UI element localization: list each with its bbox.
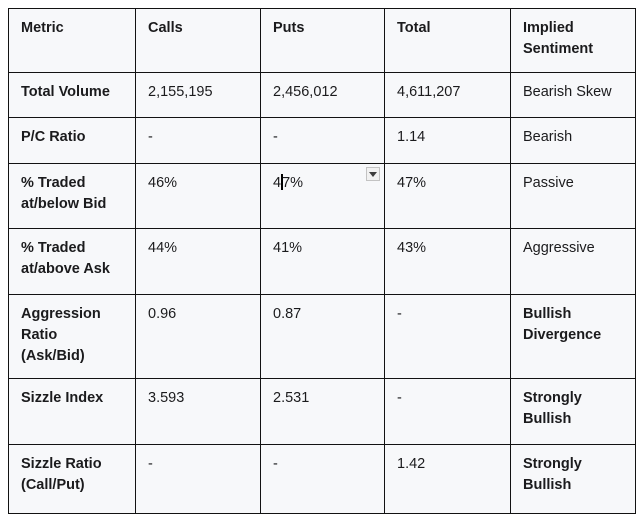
cell-total[interactable]: 43%	[384, 228, 511, 295]
cell-metric[interactable]: % Traded at/above Ask	[8, 228, 136, 295]
table-row: Sizzle Index 3.593 2.531 - Strongly Bull…	[8, 378, 636, 445]
cell-text-before-caret: 4	[273, 175, 282, 191]
table-row: Aggression Ratio (Ask/Bid) 0.96 0.87 - B…	[8, 294, 636, 379]
cell-puts[interactable]: -	[260, 117, 385, 164]
cell-total[interactable]: 47%	[384, 163, 511, 229]
cell-puts[interactable]: 2.531	[260, 378, 385, 445]
header-metric[interactable]: Metric	[8, 8, 136, 73]
cell-sentiment[interactable]: Aggressive	[510, 228, 636, 295]
cell-calls[interactable]: 44%	[135, 228, 261, 295]
cell-metric[interactable]: Sizzle Index	[8, 378, 136, 445]
cell-total[interactable]: 1.42	[384, 444, 511, 514]
cell-metric[interactable]: Sizzle Ratio (Call/Put)	[8, 444, 136, 514]
cell-calls[interactable]: 0.96	[135, 294, 261, 379]
cell-total[interactable]: -	[384, 294, 511, 379]
cell-sentiment[interactable]: Bullish Divergence	[510, 294, 636, 379]
cell-metric[interactable]: Total Volume	[8, 72, 136, 118]
cell-puts[interactable]: 41%	[260, 228, 385, 295]
cell-sentiment[interactable]: Bearish Skew	[510, 72, 636, 118]
cell-calls[interactable]: -	[135, 444, 261, 514]
cell-calls[interactable]: 2,155,195	[135, 72, 261, 118]
text-caret	[281, 174, 284, 190]
cell-metric[interactable]: P/C Ratio	[8, 117, 136, 164]
cell-sentiment[interactable]: Strongly Bullish	[510, 378, 636, 445]
cell-dropdown-button[interactable]	[366, 167, 380, 181]
header-calls[interactable]: Calls	[135, 8, 261, 73]
table-header-row: Metric Calls Puts Total Implied Sentimen…	[8, 8, 636, 73]
header-total[interactable]: Total	[384, 8, 511, 73]
table-row: % Traded at/above Ask 44% 41% 43% Aggres…	[8, 228, 636, 295]
table-row: P/C Ratio - - 1.14 Bearish	[8, 117, 636, 164]
cell-metric[interactable]: % Traded at/below Bid	[8, 163, 136, 229]
cell-puts[interactable]: -	[260, 444, 385, 514]
table-row: % Traded at/below Bid 46% 47% 47% Passiv…	[8, 163, 636, 229]
cell-total[interactable]: 1.14	[384, 117, 511, 164]
cell-puts[interactable]: 2,456,012	[260, 72, 385, 118]
cell-calls[interactable]: 46%	[135, 163, 261, 229]
cell-puts[interactable]: 0.87	[260, 294, 385, 379]
cell-calls[interactable]: 3.593	[135, 378, 261, 445]
cell-sentiment[interactable]: Passive	[510, 163, 636, 229]
options-metrics-table-container: Metric Calls Puts Total Implied Sentimen…	[8, 8, 636, 514]
cell-metric[interactable]: Aggression Ratio (Ask/Bid)	[8, 294, 136, 379]
cell-sentiment[interactable]: Bearish	[510, 117, 636, 164]
header-implied-sentiment[interactable]: Implied Sentiment	[510, 8, 636, 73]
table-row: Sizzle Ratio (Call/Put) - - 1.42 Strongl…	[8, 444, 636, 514]
cell-calls[interactable]: -	[135, 117, 261, 164]
cell-text-after-caret: 7%	[282, 175, 304, 191]
header-puts[interactable]: Puts	[260, 8, 385, 73]
cell-total[interactable]: -	[384, 378, 511, 445]
cell-total[interactable]: 4,611,207	[384, 72, 511, 118]
down-triangle-icon	[369, 171, 377, 177]
cell-sentiment[interactable]: Strongly Bullish	[510, 444, 636, 514]
table-row: Total Volume 2,155,195 2,456,012 4,611,2…	[8, 72, 636, 118]
cell-puts-editing[interactable]: 47%	[260, 163, 385, 229]
options-metrics-table: Metric Calls Puts Total Implied Sentimen…	[8, 8, 636, 514]
